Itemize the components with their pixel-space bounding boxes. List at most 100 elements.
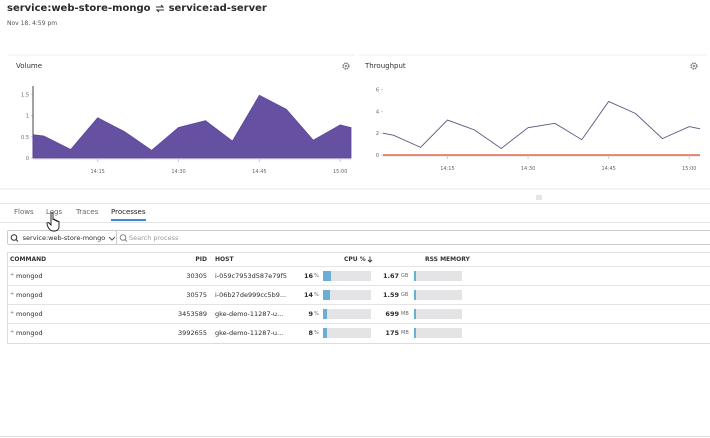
column-header: RSS MEMORY: [425, 256, 470, 263]
tab[interactable]: Traces: [76, 208, 99, 216]
y-tick-label: 2: [376, 131, 379, 137]
chart-title: Throughput: [364, 62, 406, 70]
pid: 3992655: [178, 329, 207, 337]
cpu-bar: [323, 328, 327, 338]
host: i-06b27de999cc5b9...: [215, 291, 287, 299]
x-tick-label: 14:30: [171, 169, 185, 175]
search-input[interactable]: Search process: [116, 230, 710, 245]
tab[interactable]: Flows: [14, 208, 34, 216]
memory-indicator: [414, 309, 416, 319]
area: [32, 94, 352, 159]
table-row[interactable]: + mongod 3453589 gke-demo-11287-u... 9% 699 MB: [8, 304, 710, 324]
memory-indicator: [414, 271, 416, 281]
cpu-unit: %: [314, 311, 319, 317]
tab[interactable]: Processes: [111, 208, 146, 221]
bottom-border: [0, 436, 710, 437]
command: mongod: [16, 329, 43, 337]
settings-icon[interactable]: [690, 62, 698, 70]
memory-unit: GB: [401, 273, 409, 279]
memory-value: 175: [385, 329, 399, 337]
resize-handle[interactable]: |||: [536, 195, 542, 200]
x-tick-label: 14:30: [521, 166, 535, 172]
column-header: COMMAND: [10, 256, 47, 263]
command: mongod: [16, 272, 43, 280]
table-row[interactable]: + mongod 30575 i-06b27de999cc5b9... 14% 1.59 G…: [8, 285, 710, 305]
cpu-value: 8: [308, 329, 313, 337]
cpu-unit: %: [314, 330, 319, 336]
cpu-bar: [323, 309, 328, 319]
y-tick-label: 0: [26, 156, 29, 162]
memory-track: [414, 271, 462, 281]
cpu-track: [323, 290, 371, 300]
y-tick-label: 4: [376, 109, 379, 115]
cpu-bar: [323, 290, 330, 300]
memory-value: 1.67: [382, 272, 399, 280]
y-tick-label: 1: [26, 114, 29, 120]
divider: [0, 203, 710, 204]
command: mongod: [16, 291, 43, 299]
y-tick-label: 1.5: [21, 92, 29, 98]
x-tick-label: 14:45: [252, 169, 266, 175]
line: [382, 100, 701, 150]
table-row[interactable]: + mongod 3992655 gke-demo-11287-u... 8% 175 MB: [8, 323, 710, 343]
host: gke-demo-11287-u...: [215, 310, 284, 318]
x-tick-label: 14:15: [440, 166, 454, 172]
y-tick-label: 6: [376, 87, 379, 93]
column-header: HOST: [215, 256, 234, 263]
cpu-track: [323, 328, 371, 338]
cpu-value: 16: [303, 272, 313, 280]
memory-unit: GB: [401, 292, 409, 298]
memory-unit: MB: [401, 330, 409, 336]
cpu-value: 9: [308, 310, 313, 318]
cpu-unit: %: [314, 292, 319, 298]
divider: [0, 222, 710, 223]
pid: 30575: [186, 291, 207, 299]
charts: ||| Volume 0 0.5 1 1.5 14:15 14:30 14:45 15:00 Th…: [0, 54, 710, 200]
expand-icon: +: [10, 272, 15, 278]
sort-icon: [367, 256, 373, 263]
cpu-track: [323, 309, 371, 319]
command: mongod: [16, 310, 43, 318]
timestamp: Nov 18, 4:59 pm: [7, 20, 58, 27]
settings-icon[interactable]: [342, 62, 350, 70]
swap-icon: [155, 4, 164, 13]
memory-track: [414, 328, 462, 338]
cpu-value: 14: [303, 291, 313, 299]
gear-hub: [345, 65, 347, 67]
column-header: CPU %: [344, 256, 366, 263]
service-filter[interactable]: service:web-store-mongo: [7, 230, 117, 245]
tab[interactable]: Logs: [46, 208, 63, 216]
service-filter-value: service:web-store-mongo: [22, 233, 106, 242]
cpu-track: [323, 271, 371, 281]
search-placeholder: Search process: [129, 233, 179, 242]
expand-icon: +: [10, 291, 15, 297]
x-tick-label: 15:00: [682, 166, 696, 172]
memory-indicator: [414, 328, 416, 338]
y-tick-label: 0.5: [21, 135, 29, 141]
memory-value: 1.59: [382, 291, 399, 299]
process-table: COMMAND PID HOST CPU % RSS MEMORY + mongod 3030…: [7, 252, 710, 344]
x-tick-label: 14:15: [90, 169, 104, 175]
pid: 3453589: [178, 310, 207, 318]
cpu-unit: %: [314, 273, 319, 279]
gear-hub: [693, 65, 695, 67]
cursor: [46, 212, 60, 232]
cpu-bar: [323, 271, 331, 281]
expand-icon: +: [10, 329, 15, 335]
search-icon: [119, 233, 128, 242]
host: gke-demo-11287-u...: [215, 329, 284, 337]
host: i-059c7953d587e79f5: [215, 272, 287, 280]
x-tick-label: 15:00: [333, 169, 347, 175]
y-tick-label: 0: [376, 153, 379, 159]
memory-indicator: [414, 290, 416, 300]
column-header: PID: [195, 256, 207, 263]
chart-title: Volume: [16, 62, 42, 70]
memory-unit: MB: [401, 311, 409, 317]
table-row[interactable]: + mongod 30305 i-059c7953d587e79f5 16% 1.67 GB: [8, 266, 710, 286]
expand-icon: +: [10, 310, 15, 316]
x-tick-label: 14:45: [601, 166, 615, 172]
service-to: service:ad-server: [168, 3, 267, 14]
memory-track: [414, 309, 462, 319]
memory-value: 699: [385, 310, 399, 318]
